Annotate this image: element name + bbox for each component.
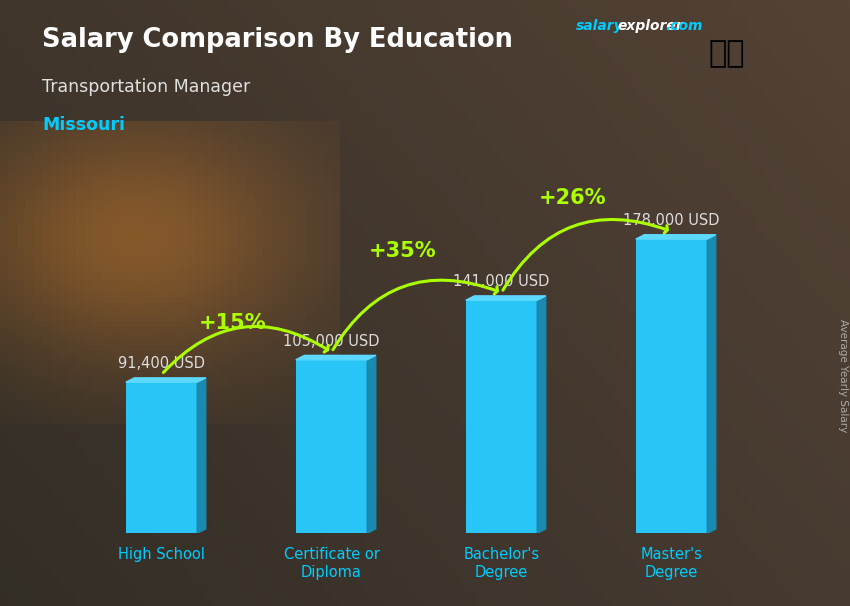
Polygon shape xyxy=(296,355,376,360)
Text: explorer: explorer xyxy=(617,19,683,33)
Bar xyxy=(466,300,537,533)
Polygon shape xyxy=(126,378,206,382)
Polygon shape xyxy=(636,235,716,239)
Text: 141,000 USD: 141,000 USD xyxy=(453,275,550,289)
Text: 91,400 USD: 91,400 USD xyxy=(118,356,205,371)
Text: Salary Comparison By Education: Salary Comparison By Education xyxy=(42,27,513,53)
Polygon shape xyxy=(707,235,716,533)
Text: salary: salary xyxy=(576,19,624,33)
Polygon shape xyxy=(367,355,376,533)
Text: 105,000 USD: 105,000 USD xyxy=(283,334,380,349)
Text: .com: .com xyxy=(666,19,703,33)
Bar xyxy=(636,239,707,533)
Text: +15%: +15% xyxy=(199,313,267,333)
Text: 178,000 USD: 178,000 USD xyxy=(623,213,720,228)
Text: +35%: +35% xyxy=(369,241,437,261)
Text: Missouri: Missouri xyxy=(42,116,126,135)
Text: +26%: +26% xyxy=(539,188,607,208)
Bar xyxy=(296,360,367,533)
Polygon shape xyxy=(197,378,206,533)
Text: Average Yearly Salary: Average Yearly Salary xyxy=(838,319,848,432)
Bar xyxy=(126,382,197,533)
Polygon shape xyxy=(466,296,546,300)
Text: 🇺🇸: 🇺🇸 xyxy=(709,39,745,68)
Polygon shape xyxy=(537,296,546,533)
Text: Transportation Manager: Transportation Manager xyxy=(42,78,251,96)
